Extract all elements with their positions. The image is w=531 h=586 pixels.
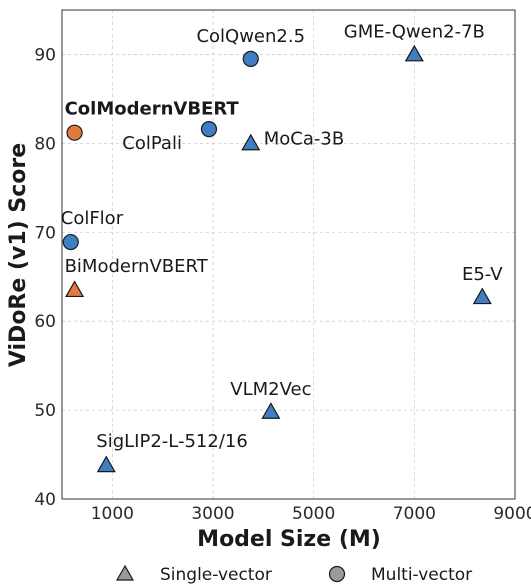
y-tick-label: 50 xyxy=(34,401,56,421)
plot-background xyxy=(62,10,515,499)
legend-label-single-vector: Single-vector xyxy=(160,565,272,585)
y-tick-label: 70 xyxy=(34,223,56,243)
y-tick-label: 80 xyxy=(34,134,56,154)
label-vlm2vec: VLM2Vec xyxy=(230,379,311,400)
point-siglip2-l-512-16 xyxy=(96,455,116,473)
x-tick-label: 7000 xyxy=(393,504,436,524)
point-colpali xyxy=(200,121,218,138)
x-tick-label: 5000 xyxy=(292,504,335,524)
point-moca-3b xyxy=(241,133,261,151)
label-colmodernvbert: ColModernVBERT xyxy=(65,99,240,120)
point-colmodernvbert xyxy=(66,124,83,141)
y-axis-title: ViDoRe (v1) Score xyxy=(6,143,31,367)
label-colpali: ColPali xyxy=(122,133,182,154)
point-labels: ColQwen2.5 GME-Qwen2-7B ColModernVBERT ColP… xyxy=(61,21,503,452)
legend-triangle-icon xyxy=(115,564,135,581)
y-tick-labels: 40 50 60 70 80 90 xyxy=(34,45,56,510)
x-tick-labels: 1000 3000 5000 7000 9000 xyxy=(91,504,531,524)
x-axis-title: Model Size (M) xyxy=(197,527,381,552)
point-colqwen2-5 xyxy=(242,50,259,68)
point-e5-v xyxy=(472,287,492,305)
label-colflor: ColFlor xyxy=(61,208,124,229)
point-vlm2vec xyxy=(261,402,281,419)
data-points xyxy=(62,44,492,473)
x-tick-label: 9000 xyxy=(493,504,531,524)
legend: Single-vector Multi-vector xyxy=(115,564,472,585)
point-bimodernvbert xyxy=(65,280,85,298)
point-gme-qwen2-7b xyxy=(404,44,424,62)
legend-label-multi-vector: Multi-vector xyxy=(371,565,472,585)
label-moca-3b: MoCa-3B xyxy=(264,128,344,149)
label-gme-qwen2-7b: GME-Qwen2-7B xyxy=(344,21,485,42)
y-tick-label: 60 xyxy=(34,312,56,332)
label-e5-v: E5-V xyxy=(462,264,503,285)
x-tick-label: 3000 xyxy=(191,504,234,524)
x-tick-label: 1000 xyxy=(91,504,134,524)
legend-circle-icon xyxy=(328,565,346,583)
label-siglip2-l-512-16: SigLIP2-L-512/16 xyxy=(96,431,248,452)
label-colqwen2-5: ColQwen2.5 xyxy=(196,26,305,47)
y-tick-label: 90 xyxy=(34,45,56,65)
y-tick-label: 40 xyxy=(34,490,56,510)
point-colflor xyxy=(62,233,79,251)
label-bimodernvbert: BiModernVBERT xyxy=(65,256,209,277)
plot-frame xyxy=(61,9,516,500)
